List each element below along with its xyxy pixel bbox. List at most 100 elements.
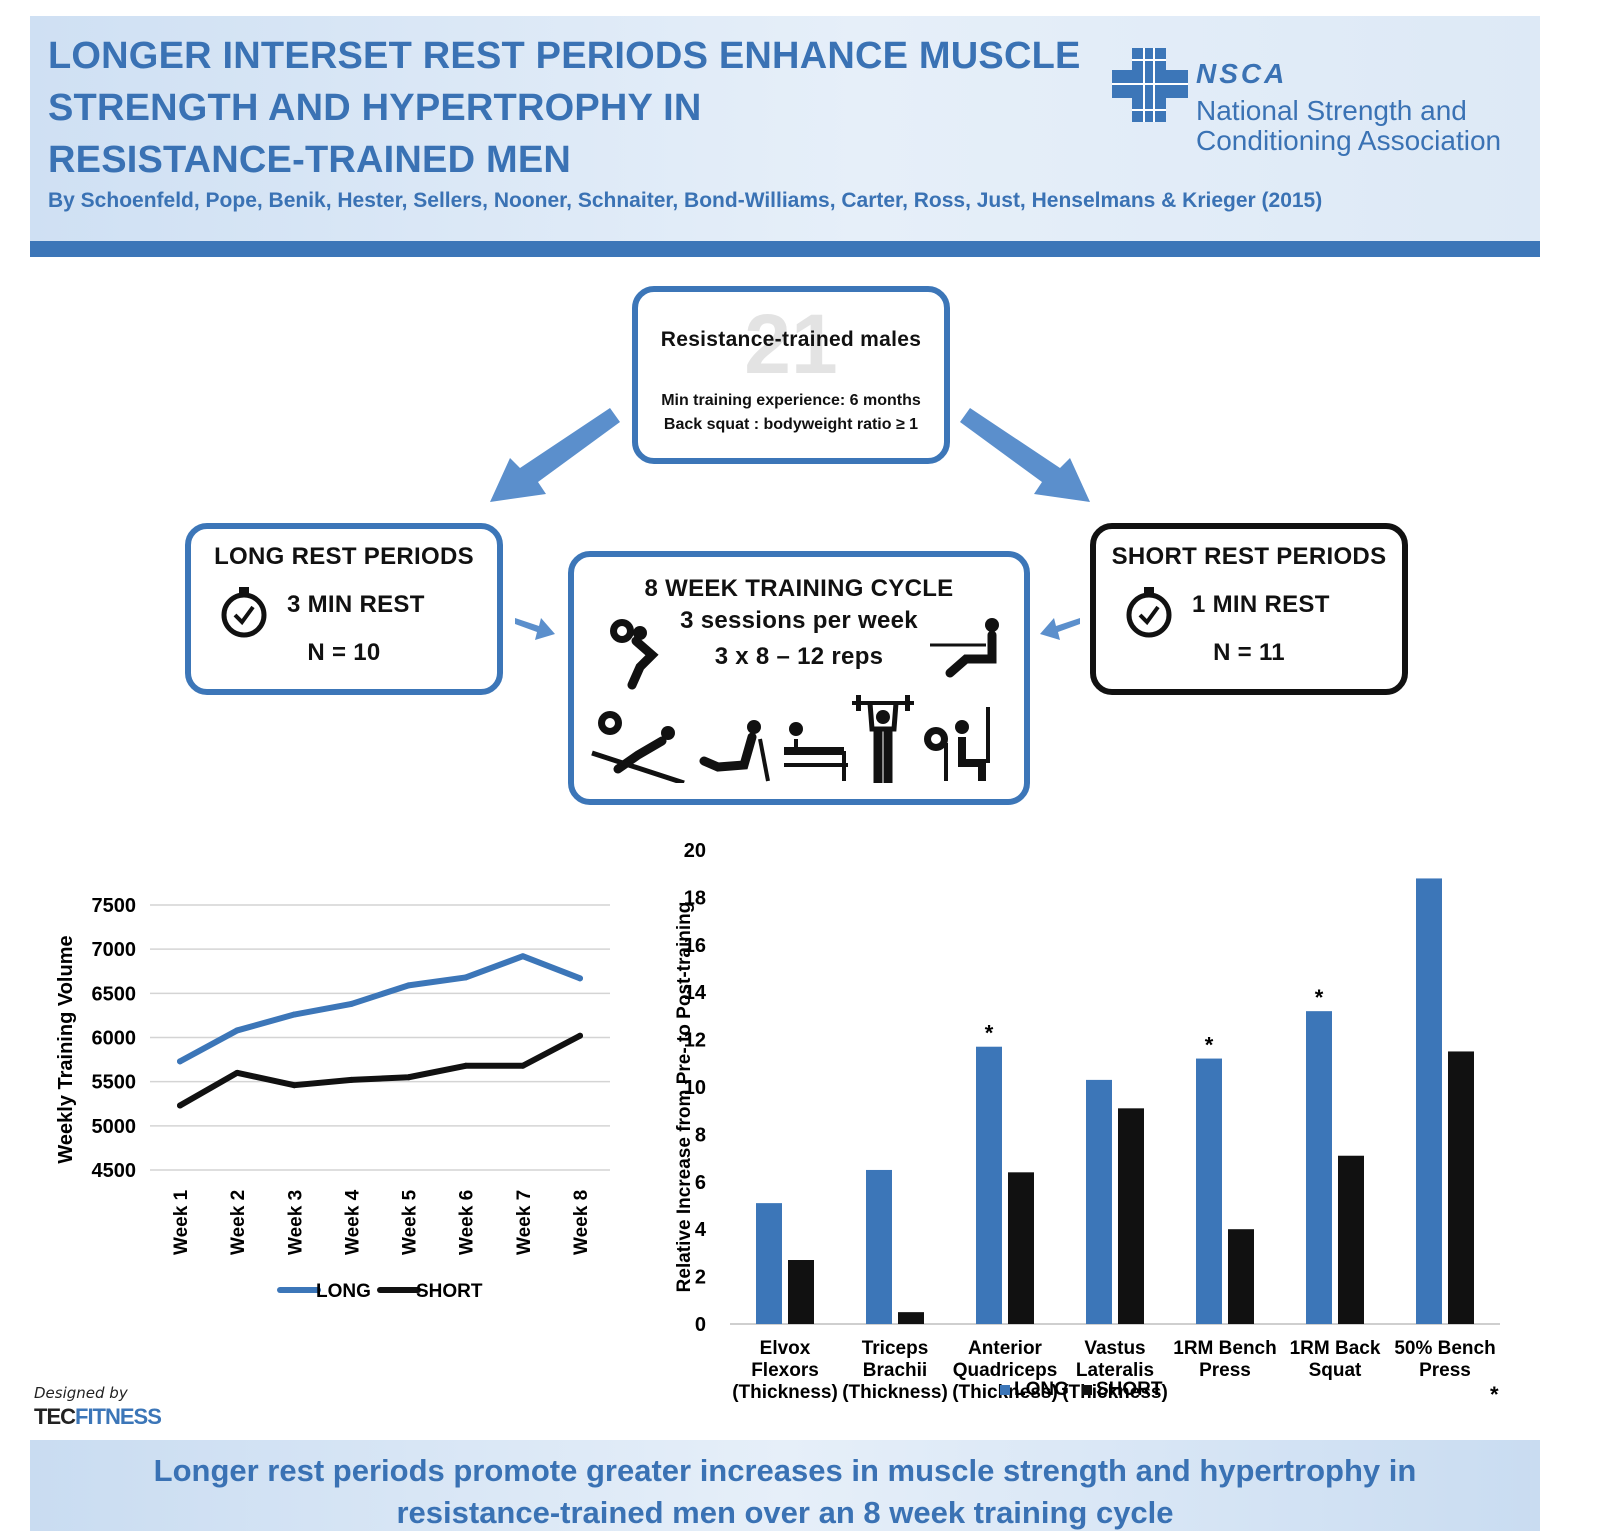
x-category-label: Anterior — [968, 1338, 1043, 1359]
lat-pulldown-icon — [924, 707, 990, 781]
x-tick-label: Week 8 — [571, 1190, 592, 1255]
short-rest-title: SHORT REST PERIODS — [1111, 543, 1387, 570]
x-tick-label: Week 1 — [171, 1189, 192, 1255]
data-point — [462, 1062, 469, 1069]
y-tick-label: 7500 — [92, 895, 137, 917]
long-rest-box: LONG REST PERIODS 3 MIN REST N = 10 — [185, 523, 503, 695]
arrow-to-long-icon — [490, 408, 620, 502]
training-title: 8 WEEK TRAINING CYCLE — [644, 575, 954, 602]
y-axis-label: Relative Increase from Pre- to Post-trai… — [674, 902, 695, 1293]
bar-long — [1306, 1011, 1332, 1324]
bar-short — [1118, 1108, 1144, 1324]
legend-label: SHORT — [1096, 1379, 1163, 1400]
bar-short — [788, 1260, 814, 1324]
y-tick-label: 5000 — [92, 1116, 137, 1138]
y-tick-label: 6500 — [92, 983, 137, 1005]
data-point — [519, 953, 526, 960]
title-line: LONGER INTERSET REST PERIODS ENHANCE MUS… — [48, 35, 1081, 77]
y-tick-label: 14 — [684, 982, 707, 1004]
data-point — [177, 1102, 183, 1109]
authors-line: By Schoenfeld, Pope, Benik, Hester, Sell… — [48, 189, 1323, 212]
bar-short — [1338, 1155, 1364, 1324]
x-category-label: (Thickness) — [842, 1382, 948, 1403]
page-title: LONGER INTERSET REST PERIODS ENHANCE MUS… — [48, 30, 1088, 186]
bar-short — [898, 1312, 924, 1324]
x-category-label: 1RM Back — [1290, 1338, 1381, 1359]
legend-label: SHORT — [416, 1281, 483, 1302]
squat-icon — [610, 619, 659, 690]
x-category-label: Elvox — [760, 1338, 811, 1359]
y-tick-label: 8 — [695, 1124, 706, 1146]
long-rest-n: N = 10 — [307, 639, 381, 666]
x-category-label: Squat — [1309, 1360, 1362, 1381]
seated-row-icon — [930, 618, 999, 678]
bench-press-icon — [784, 722, 848, 781]
designer-logo: TECFITNESS — [34, 1404, 162, 1430]
y-tick-label: 20 — [684, 840, 706, 862]
relative-increase-bar-chart: 0 2 4 6 8 10 12 14 16 18 20 Relative Increase from … — [674, 840, 1500, 1407]
footer-banner: Longer rest periods promote greater incr… — [30, 1440, 1540, 1531]
y-tick-label: 6 — [695, 1172, 706, 1194]
x-category-label: Triceps — [862, 1338, 929, 1359]
x-category-label: (Thickness) — [732, 1382, 838, 1403]
x-category-label: Lateralis — [1076, 1360, 1154, 1381]
y-tick-label: 5500 — [92, 1072, 137, 1094]
weekly-volume-line-chart: 4500 5000 5500 6000 6500 7000 7500 Week 1 Week 2… — [55, 895, 610, 1302]
legend-label: LONG — [316, 1281, 371, 1302]
x-category-label: 50% Bench — [1394, 1338, 1495, 1359]
data-point — [177, 1058, 183, 1065]
data-point — [577, 1032, 583, 1039]
long-rest-duration: 3 MIN REST — [287, 591, 425, 618]
significance-marker: * — [1205, 1033, 1214, 1058]
stopwatch-icon — [221, 587, 267, 638]
bar-short — [1228, 1229, 1254, 1324]
bar-long — [1086, 1079, 1112, 1324]
header-banner: LONGER INTERSET REST PERIODS ENHANCE MUS… — [30, 16, 1540, 241]
bar-long — [976, 1046, 1002, 1324]
y-tick-label: 0 — [695, 1314, 706, 1336]
x-category-label: Quadriceps — [953, 1360, 1058, 1381]
short-rest-box: SHORT REST PERIODS 1 MIN REST N = 11 — [1090, 523, 1408, 695]
training-sessions: 3 sessions per week — [680, 607, 918, 634]
logo-name-line: Conditioning Association — [1196, 125, 1502, 156]
x-tick-label: Week 6 — [457, 1190, 478, 1255]
training-reps: 3 x 8 – 12 reps — [714, 643, 884, 670]
x-category-label: Flexors — [751, 1360, 819, 1381]
y-axis-label: Weekly Training Volume — [55, 935, 77, 1163]
x-category-label: Brachii — [863, 1360, 927, 1381]
significance-marker: * — [985, 1021, 994, 1046]
footer-line: resistance-trained men over an 8 week tr… — [396, 1495, 1174, 1530]
bar-long — [1416, 878, 1442, 1324]
logo-name-line: National Strength and — [1196, 95, 1467, 126]
bar-short — [1008, 1172, 1034, 1324]
data-point — [577, 975, 583, 982]
legend-swatch — [1082, 1385, 1092, 1395]
y-tick-label: 18 — [684, 887, 706, 909]
data-point — [291, 1082, 298, 1089]
y-tick-label: 4 — [695, 1219, 707, 1241]
data-point — [348, 1000, 355, 1007]
designer-credit-label: Designed by — [34, 1384, 128, 1402]
arrow-left-icon — [1040, 618, 1080, 640]
legend-label: LONG — [1014, 1379, 1069, 1400]
x-tick-label: Week 3 — [285, 1190, 306, 1255]
x-category-label: Vastus — [1084, 1338, 1145, 1359]
bar-long — [866, 1169, 892, 1324]
x-tick-label: Week 5 — [400, 1189, 421, 1255]
data-point — [291, 1011, 298, 1018]
legend-swatch — [1000, 1385, 1010, 1395]
footer-line: Longer rest periods promote greater incr… — [153, 1453, 1417, 1488]
data-point — [234, 1027, 241, 1034]
x-tick-label: Week 4 — [342, 1189, 363, 1255]
y-tick-label: 16 — [684, 935, 706, 957]
bar-long — [756, 1203, 782, 1324]
title-line: RESISTANCE-TRAINED MEN — [48, 139, 572, 181]
series-line-long — [177, 953, 583, 1065]
participants-box: 21 Resistance-trained males Min training… — [632, 286, 950, 464]
short-rest-duration: 1 MIN REST — [1192, 591, 1330, 618]
y-tick-label: 6000 — [92, 1028, 137, 1050]
arrow-to-short-icon — [960, 408, 1090, 502]
x-tick-label: Week 2 — [228, 1190, 249, 1255]
y-tick-label: 12 — [684, 1030, 706, 1052]
x-category-label: Press — [1419, 1360, 1471, 1381]
